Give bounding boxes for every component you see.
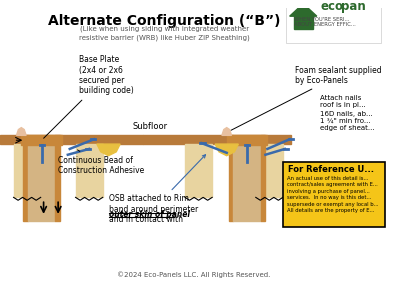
Bar xyxy=(55,135,60,221)
Polygon shape xyxy=(290,4,317,16)
Text: Subfloor: Subfloor xyxy=(133,122,168,131)
Text: ABOUT ENERGY EFFIC...: ABOUT ENERGY EFFIC... xyxy=(294,22,355,28)
Text: Continuous Bead of
Construction Adhesive: Continuous Bead of Construction Adhesive xyxy=(58,150,144,175)
Bar xyxy=(76,144,103,197)
Polygon shape xyxy=(215,144,238,156)
Polygon shape xyxy=(222,128,232,135)
Text: pan: pan xyxy=(341,0,366,13)
Bar xyxy=(286,0,381,43)
Bar xyxy=(28,135,55,221)
Bar xyxy=(283,162,385,227)
Bar xyxy=(229,135,234,221)
Text: OSB attached to Rim
band around perimeter
and in contact with: OSB attached to Rim band around perimete… xyxy=(108,155,206,224)
Bar xyxy=(143,135,291,144)
Text: Foam sealant supplied
by Eco-Panels: Foam sealant supplied by Eco-Panels xyxy=(231,66,382,130)
Text: outer skin of panel: outer skin of panel xyxy=(108,210,190,219)
Text: For Reference U...: For Reference U... xyxy=(288,165,374,174)
Polygon shape xyxy=(97,144,120,156)
Text: Alternate Configuration (“B”): Alternate Configuration (“B”) xyxy=(48,14,281,28)
Text: Attach nails
roof is in pl...: Attach nails roof is in pl... xyxy=(320,95,366,108)
Bar xyxy=(14,144,41,197)
Bar xyxy=(21,135,62,145)
Polygon shape xyxy=(16,128,26,135)
Text: eco: eco xyxy=(321,0,344,13)
Bar xyxy=(261,135,266,221)
Text: ©2024 Eco-Panels LLC. All Rights Reserved.: ©2024 Eco-Panels LLC. All Rights Reserve… xyxy=(117,271,270,278)
Text: WHEN YOU'RE SERI...: WHEN YOU'RE SERI... xyxy=(294,16,349,22)
Bar xyxy=(256,144,283,197)
Bar xyxy=(227,135,267,145)
Bar xyxy=(0,135,143,144)
Text: (Like when using siding with integrated weather
resistive barrier (WRB) like Hub: (Like when using siding with integrated … xyxy=(79,26,250,41)
Text: 16D nails, ab...
1 ¾" min fro...
edge of sheat...: 16D nails, ab... 1 ¾" min fro... edge of… xyxy=(320,111,374,131)
Bar xyxy=(23,135,28,221)
Text: An actual use of this detail is...
contract/sales agreement with E...
involving : An actual use of this detail is... contr… xyxy=(287,176,378,213)
Bar xyxy=(234,135,261,221)
Text: Base Plate
(2x4 or 2x6
secured per
building code): Base Plate (2x4 or 2x6 secured per build… xyxy=(44,55,134,138)
Bar xyxy=(294,15,313,29)
Bar xyxy=(185,144,212,197)
